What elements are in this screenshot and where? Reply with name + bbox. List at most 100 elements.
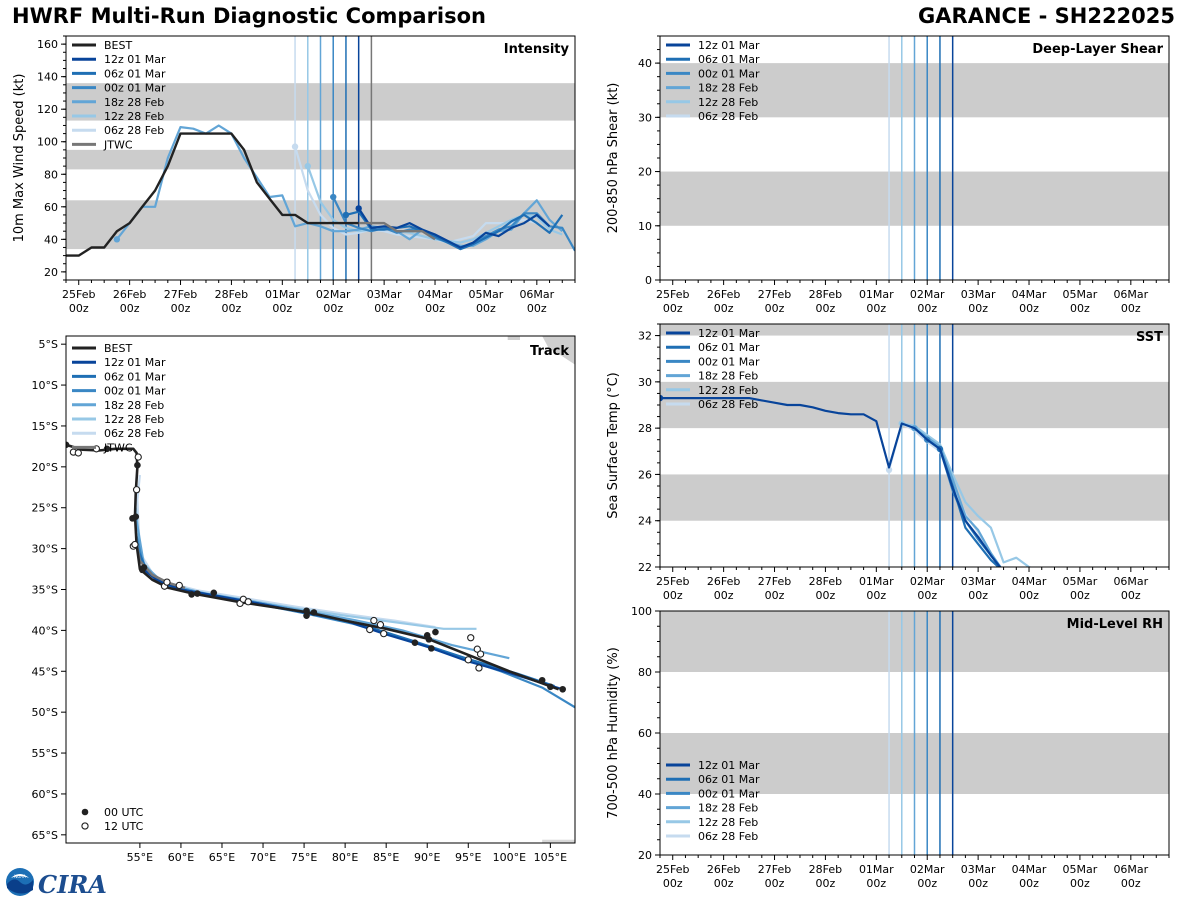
series-start-marker	[885, 466, 893, 473]
series-start-marker	[291, 143, 299, 150]
legend-marker-00utc	[81, 808, 89, 816]
series-line-sst	[660, 397, 1002, 567]
series-line-sst	[901, 422, 1033, 567]
legend-label: 06z 28 Feb	[698, 398, 758, 411]
x-tick-label: 27Feb	[758, 863, 791, 876]
track-point-12utc	[370, 616, 378, 625]
panel-title: SST	[1136, 330, 1163, 345]
legend-label: 12z 28 Feb	[104, 413, 164, 426]
panel-title: Intensity	[504, 42, 570, 57]
x-tick-label: 01Mar	[859, 288, 894, 301]
legend-label: 00z 01 Mar	[104, 82, 166, 95]
track-point-12utc	[380, 630, 388, 638]
y-tick-label: 40	[638, 788, 652, 801]
y-tick-label: 32	[638, 330, 652, 343]
x-tick-label: 28Feb	[809, 863, 842, 876]
land-island	[507, 336, 520, 340]
cira-logo-text: CIRA	[38, 870, 107, 898]
legend-label: 06z 28 Feb	[104, 124, 164, 137]
x-tick-sublabel: 00z	[1019, 877, 1039, 890]
y-axis-label: Sea Surface Temp (°C)	[606, 372, 621, 519]
page-title: HWRF Multi-Run Diagnostic Comparison	[12, 4, 487, 28]
legend-label: 06z 01 Mar	[104, 370, 166, 383]
x-tick-label: 28Feb	[809, 575, 842, 588]
legend-label: JTWC	[103, 138, 133, 151]
x-tick-sublabel: 00z	[765, 302, 785, 315]
track-point-00utc	[432, 628, 439, 636]
track-point-00utc	[303, 612, 310, 619]
x-tick-sublabel: 00z	[425, 302, 445, 315]
track-point-00utc	[411, 639, 419, 646]
x-tick-sublabel: 00z	[323, 302, 343, 315]
y-axis-label: 700-500 hPa Humidity (%)	[606, 647, 621, 819]
panel-title: Mid-Level RH	[1067, 617, 1163, 632]
y-tick-label: 26	[638, 468, 652, 481]
x-tick-label: 05Mar	[1063, 288, 1098, 301]
panel-shear: 25Feb00z26Feb00z27Feb00z28Feb00z01Mar00z…	[606, 35, 1170, 315]
land-sumatra	[542, 336, 575, 365]
y-tick-label: 60	[44, 201, 58, 214]
x-tick-label: 01Mar	[859, 575, 894, 588]
x-tick-sublabel: 00z	[917, 589, 937, 602]
x-tick-sublabel: 00z	[222, 302, 242, 315]
legend-label: 18z 28 Feb	[698, 82, 758, 95]
x-tick-sublabel: 00z	[866, 302, 886, 315]
y-tick-label: 100	[37, 136, 58, 149]
x-tick-label: 25Feb	[62, 288, 95, 301]
track-point-12utc	[244, 598, 252, 606]
x-tick-sublabel: 00z	[1121, 589, 1141, 602]
panel-title: Track	[530, 344, 569, 359]
series-line-intensity	[66, 132, 359, 257]
track-point-12utc	[376, 621, 385, 629]
y-tick-label: 20	[638, 166, 652, 179]
legend-label: 06z 01 Mar	[698, 773, 760, 786]
legend-label: 12z 01 Mar	[698, 39, 760, 52]
y-tick-label: 55°S	[32, 747, 58, 760]
track-point-12utc	[473, 645, 481, 653]
track-point-00utc	[194, 590, 201, 597]
track-point-00utc	[303, 607, 310, 615]
x-tick-label: 06Mar	[1113, 863, 1148, 876]
x-tick-sublabel: 00z	[69, 302, 89, 315]
x-tick-label: 25Feb	[656, 575, 689, 588]
panel-sst: 25Feb00z26Feb00z27Feb00z28Feb00z01Mar00z…	[606, 323, 1170, 602]
track-point-00utc	[129, 515, 136, 522]
y-tick-label: 24	[638, 515, 652, 528]
x-tick-sublabel: 00z	[120, 302, 140, 315]
legend-label: 12z 01 Mar	[104, 53, 166, 66]
y-tick-label: 28	[638, 422, 652, 435]
track-point-00utc	[428, 645, 435, 652]
x-tick-label: 80°E	[332, 851, 358, 864]
legend-label: 18z 28 Feb	[698, 370, 758, 383]
legend-label: 18z 28 Feb	[698, 802, 758, 815]
series-start-marker	[355, 205, 362, 212]
legend-label: 12z 01 Mar	[698, 759, 760, 772]
x-tick-sublabel: 00z	[1019, 589, 1039, 602]
x-tick-sublabel: 00z	[272, 302, 292, 315]
x-tick-label: 01Mar	[859, 863, 894, 876]
x-tick-sublabel: 00z	[866, 877, 886, 890]
series-line-intensity	[358, 221, 436, 241]
series-start-marker	[304, 162, 311, 170]
legend-label: 12z 01 Mar	[698, 327, 760, 340]
x-tick-label: 03Mar	[961, 575, 996, 588]
x-tick-label: 02Mar	[316, 288, 351, 301]
x-tick-label: 04Mar	[1012, 288, 1047, 301]
track-point-12utc	[464, 656, 472, 664]
track-point-12utc	[175, 581, 183, 590]
track-point-00utc	[66, 441, 70, 449]
x-tick-sublabel: 00z	[714, 589, 734, 602]
y-tick-label: 10°S	[32, 379, 58, 392]
legend-label: 06z 28 Feb	[104, 427, 164, 440]
x-tick-label: 28Feb	[215, 288, 248, 301]
series-line-intensity	[294, 146, 538, 244]
x-tick-label: 95°E	[455, 851, 481, 864]
series-start-marker	[342, 211, 350, 219]
x-tick-sublabel: 00z	[1070, 302, 1090, 315]
track-point-00utc	[140, 564, 148, 571]
track-point-12utc	[132, 486, 141, 494]
x-tick-label: 02Mar	[910, 575, 945, 588]
